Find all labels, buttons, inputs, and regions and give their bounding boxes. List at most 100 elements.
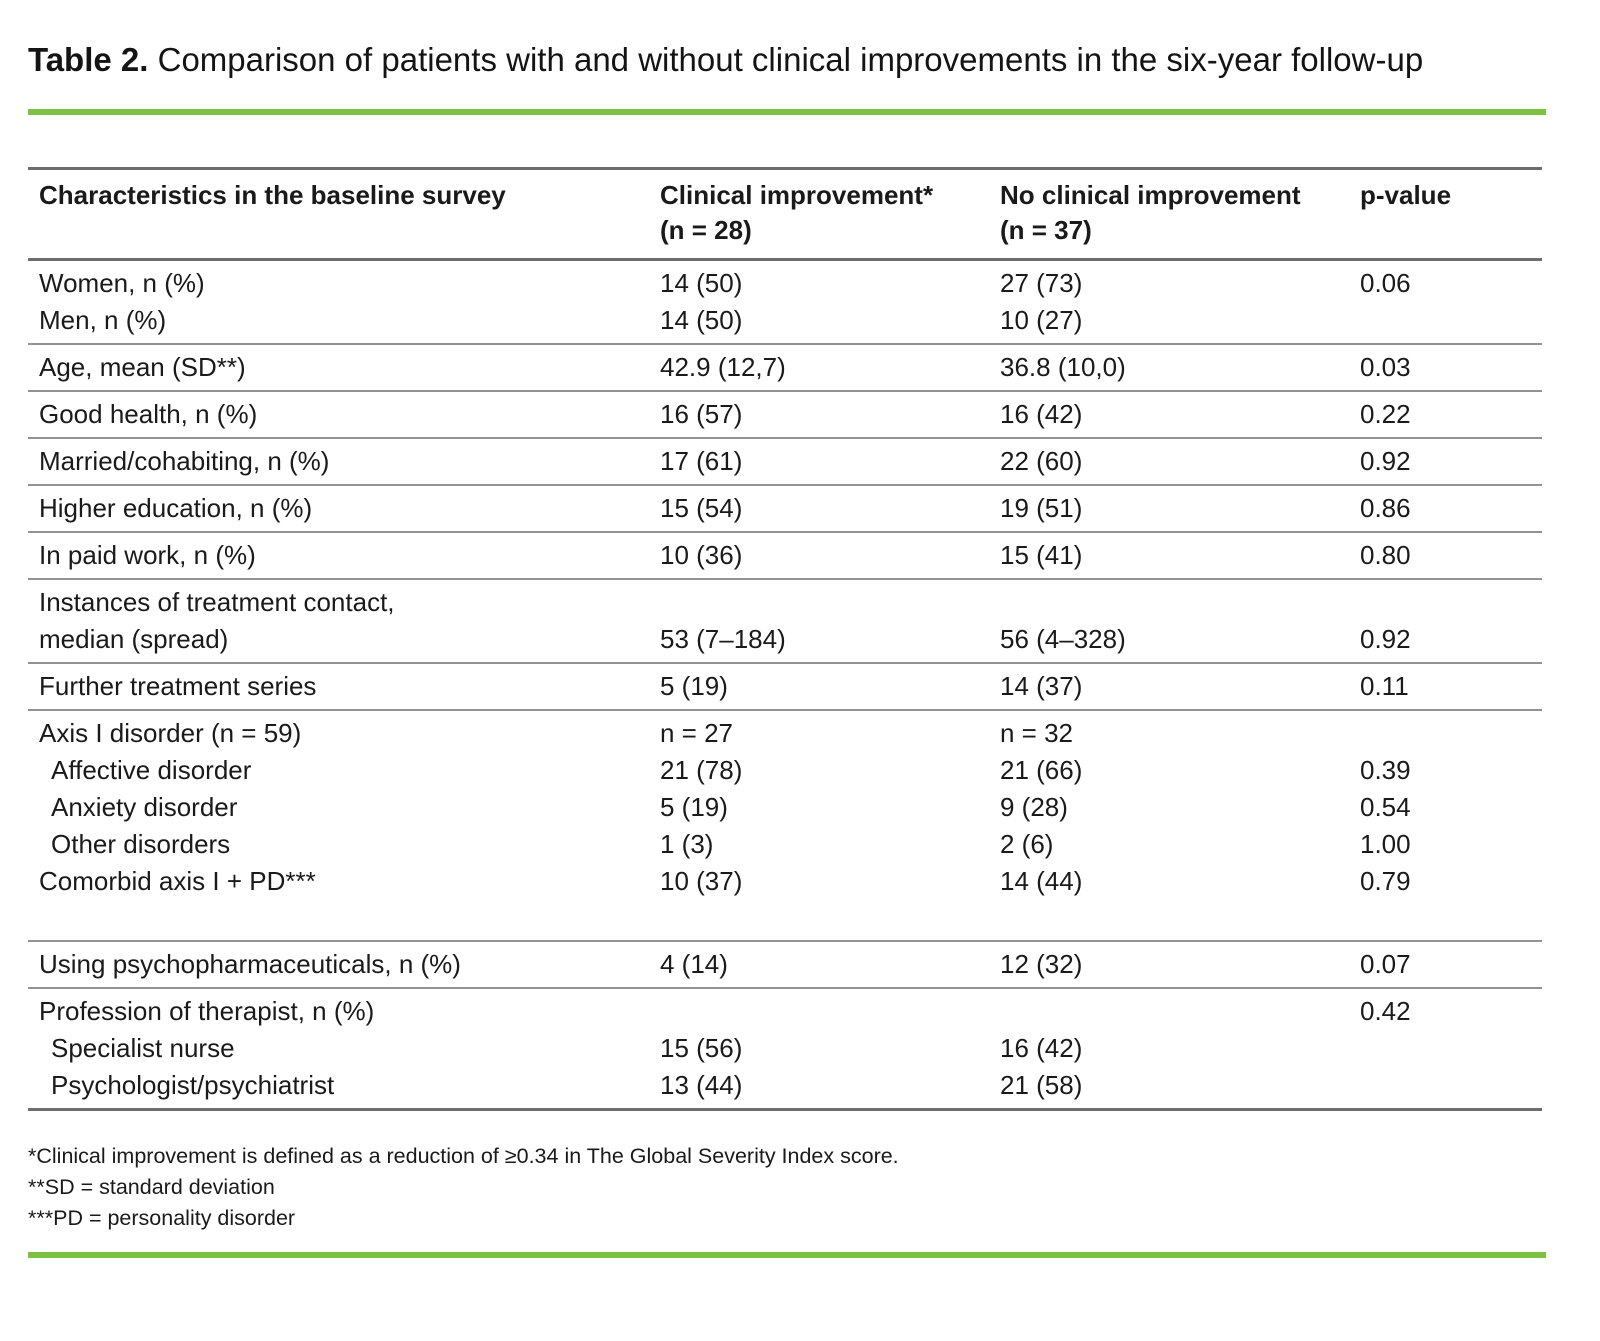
cell-pvalue [1360, 715, 1542, 752]
cell-no-clinical-improvement: 22 (60) [1000, 446, 1083, 476]
cell-pvalue [1360, 584, 1542, 621]
table-row: Men, n (%) 14 (50) 10 (27) [28, 302, 1542, 339]
row-label: median (spread) [39, 624, 229, 654]
table-row: Psychologist/psychiatrist 13 (44) 21 (58) [28, 1067, 1542, 1104]
cell-clinical-improvement: 5 (19) [660, 792, 728, 822]
cell-no-clinical-improvement: 2 (6) [1000, 829, 1054, 859]
cell-clinical-improvement [660, 584, 1000, 621]
column-header-line: No clinical improvement [1000, 180, 1301, 210]
cell-clinical-improvement: 1 (3) [660, 829, 714, 859]
row-label: Psychologist/psychiatrist [51, 1070, 335, 1100]
table-header-row: Characteristics in the baseline survey C… [28, 170, 1542, 261]
cell-pvalue: 0.42 [1360, 996, 1411, 1026]
row-group: Further treatment series 5 (19) 14 (37) 0.1… [28, 662, 1542, 709]
row-group: Profession of therapist, n (%) 0.42 Specia… [28, 987, 1542, 1108]
cell-clinical-improvement: 14 (50) [660, 305, 743, 335]
cell-no-clinical-improvement: 56 (4–328) [1000, 624, 1126, 654]
cell-clinical-improvement: 16 (57) [660, 399, 743, 429]
cell-pvalue: 0.54 [1360, 792, 1411, 822]
column-header-subline: (n = 28) [660, 215, 752, 245]
table-body: Women, n (%) 14 (50) 27 (73) 0.06 Men, n (%)… [28, 261, 1542, 1108]
cell-pvalue: 0.22 [1360, 399, 1411, 429]
cell-no-clinical-improvement: 27 (73) [1000, 268, 1083, 298]
cell-no-clinical-improvement: 36.8 (10,0) [1000, 352, 1126, 382]
row-group: Axis I disorder (n = 59) n = 27 n = 32 Affe… [28, 709, 1542, 940]
cell-pvalue: 0.86 [1360, 493, 1411, 523]
cell-clinical-improvement: 15 (54) [660, 493, 743, 523]
footnote-clinical-improvement: *Clinical improvement is defined as a re… [28, 1144, 899, 1168]
table-title-label: Table 2. [28, 41, 149, 78]
table-row: Higher education, n (%) 15 (54) 19 (51) 0.8… [28, 490, 1542, 527]
row-label: Anxiety disorder [51, 792, 238, 822]
row-group: Women, n (%) 14 (50) 27 (73) 0.06 Men, n (%)… [28, 261, 1542, 343]
cell-no-clinical-improvement: 16 (42) [1000, 1033, 1083, 1063]
table-row: Women, n (%) 14 (50) 27 (73) 0.06 [28, 265, 1542, 302]
cell-pvalue: 1.00 [1360, 829, 1411, 859]
table-row: Instances of treatment contact, [28, 584, 1542, 621]
cell-no-clinical-improvement [1000, 584, 1360, 621]
row-label: Age, mean (SD**) [39, 352, 246, 382]
row-label: In paid work, n (%) [39, 540, 256, 570]
cell-clinical-improvement: 13 (44) [660, 1070, 743, 1100]
row-label: Axis I disorder (n = 59) [39, 718, 302, 748]
accent-rule-top [28, 109, 1546, 115]
table-row: Other disorders 1 (3) 2 (6) 1.00 [28, 826, 1542, 863]
cell-no-clinical-improvement: 15 (41) [1000, 540, 1083, 570]
cell-clinical-improvement: 42.9 (12,7) [660, 352, 786, 382]
cell-clinical-improvement: 10 (37) [660, 866, 743, 896]
table-row: Age, mean (SD**) 42.9 (12,7) 36.8 (10,0) 0.… [28, 349, 1542, 386]
table-row: In paid work, n (%) 10 (36) 15 (41) 0.80 [28, 537, 1542, 574]
cell-no-clinical-improvement: 21 (66) [1000, 755, 1083, 785]
column-header-line: p-value [1360, 180, 1452, 210]
table-row: median (spread) 53 (7–184) 56 (4–328) 0.92 [28, 621, 1542, 658]
cell-no-clinical-improvement: 14 (37) [1000, 671, 1083, 701]
cell-pvalue: 0.92 [1360, 624, 1411, 654]
footnotes: *Clinical improvement is defined as a re… [28, 1141, 1572, 1234]
row-label: Using psychopharmaceuticals, n (%) [39, 949, 461, 979]
row-group: Instances of treatment contact, median (s… [28, 578, 1542, 662]
cell-no-clinical-improvement: 14 (44) [1000, 866, 1083, 896]
row-label: Other disorders [51, 829, 231, 859]
row-label: Profession of therapist, n (%) [39, 996, 375, 1026]
comparison-table: Characteristics in the baseline survey C… [28, 167, 1542, 1111]
row-group: Using psychopharmaceuticals, n (%) 4 (14)… [28, 940, 1542, 987]
row-label: Good health, n (%) [39, 399, 258, 429]
cell-pvalue: 0.80 [1360, 540, 1411, 570]
table-row: Specialist nurse 15 (56) 16 (42) [28, 1030, 1542, 1067]
page: Table 2. Comparison of patients with and… [28, 0, 1572, 1258]
cell-no-clinical-improvement: 12 (32) [1000, 949, 1083, 979]
cell-pvalue: 0.39 [1360, 755, 1411, 785]
accent-rule-bottom [28, 1252, 1546, 1258]
row-label: Men, n (%) [39, 305, 167, 335]
spacer-row [28, 900, 1542, 936]
column-header-clinical-improvement: Clinical improvement* (n = 28) [660, 178, 1000, 248]
column-header-pvalue: p-value [1360, 178, 1542, 248]
cell-clinical-improvement: 15 (56) [660, 1033, 743, 1063]
footnote-sd: **SD = standard deviation [28, 1175, 275, 1199]
cell-clinical-improvement: 4 (14) [660, 949, 728, 979]
cell-pvalue: 0.92 [1360, 446, 1411, 476]
row-label: Instances of treatment contact, [39, 587, 395, 617]
row-label: Women, n (%) [39, 268, 205, 298]
row-label: Further treatment series [39, 671, 317, 701]
table-title: Table 2. Comparison of patients with and… [28, 0, 1488, 83]
row-label: Comorbid axis I + PD*** [39, 866, 316, 896]
column-header-no-clinical-improvement: No clinical improvement (n = 37) [1000, 178, 1360, 248]
column-header-line: Clinical improvement* [660, 180, 934, 210]
row-group: Good health, n (%) 16 (57) 16 (42) 0.22 [28, 390, 1542, 437]
cell-clinical-improvement: 10 (36) [660, 540, 743, 570]
cell-clinical-improvement: n = 27 [660, 718, 734, 748]
row-label: Specialist nurse [51, 1033, 235, 1063]
row-label: Married/cohabiting, n (%) [39, 446, 330, 476]
cell-no-clinical-improvement [1000, 993, 1360, 1030]
cell-pvalue: 0.11 [1360, 671, 1409, 701]
cell-clinical-improvement: 17 (61) [660, 446, 743, 476]
table-row: Comorbid axis I + PD*** 10 (37) 14 (44) 0.7… [28, 863, 1542, 900]
cell-no-clinical-improvement: n = 32 [1000, 718, 1074, 748]
footnote-pd: ***PD = personality disorder [28, 1206, 296, 1230]
column-header-line: Characteristics in the baseline survey [39, 180, 506, 210]
cell-pvalue [1360, 1030, 1542, 1067]
cell-no-clinical-improvement: 21 (58) [1000, 1070, 1083, 1100]
cell-clinical-improvement: 21 (78) [660, 755, 743, 785]
cell-no-clinical-improvement: 19 (51) [1000, 493, 1083, 523]
